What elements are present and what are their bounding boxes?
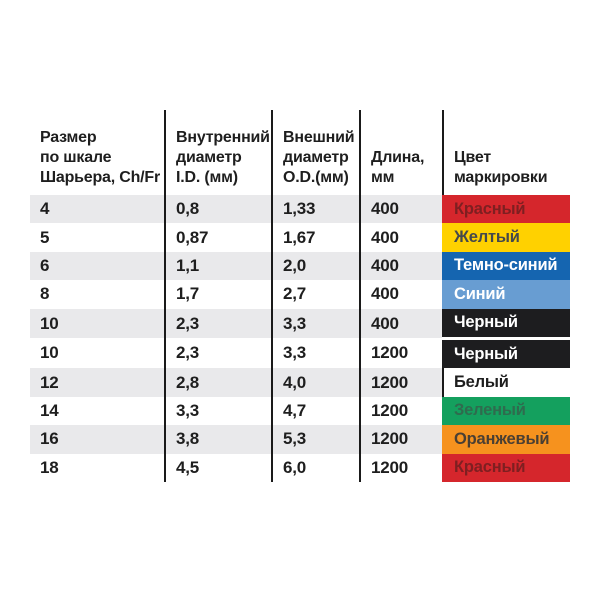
table-row: 5 0,87 1,67 400 Желтый	[30, 223, 570, 252]
color-swatch-cell: Желтый	[442, 223, 570, 252]
length-cell: 400	[359, 308, 443, 339]
color-swatch-cell: Белый	[442, 368, 570, 397]
outer-diameter-cell: 4,0	[271, 368, 360, 397]
column-header-inner-diameter: Внутренний диаметр I.D. (мм)	[164, 110, 272, 195]
size-cell: 12	[30, 368, 165, 397]
column-header-size: Размер по шкале Шарьера, Ch/Fr	[40, 129, 161, 186]
size-cell: 10	[40, 343, 59, 363]
inner-diameter-cell: 3,3	[164, 396, 272, 426]
table-row: 4 0,8 1,33 400 Красный	[30, 195, 570, 224]
table-row: 10 2,3 3,3 1200 Черный	[30, 336, 570, 369]
size-cell: 16	[30, 425, 165, 454]
header-row: Размер по шкале Шарьера, Ch/Fr Внутренний…	[30, 110, 570, 195]
inner-diameter-cell: 0,87	[164, 223, 272, 252]
column-header-length: Длина, мм	[359, 110, 443, 195]
length-cell: 1200	[359, 338, 443, 369]
size-table: Размер по шкале Шарьера, Ch/Fr Внутренний…	[30, 110, 570, 482]
inner-diameter-cell: 2,8	[164, 368, 272, 397]
size-cell: 18	[40, 457, 59, 477]
length-cell: 400	[359, 280, 443, 309]
outer-diameter-cell: 2,7	[271, 280, 360, 309]
column-header-outer-diameter: Внешний диаметр O.D.(мм)	[271, 110, 360, 195]
inner-diameter-cell: 4,5	[164, 453, 272, 482]
length-cell: 1200	[359, 425, 443, 454]
table-row: 8 1,7 2,7 400 Синий	[30, 280, 570, 309]
outer-diameter-cell: 1,33	[271, 195, 360, 224]
length-cell: 400	[359, 223, 443, 252]
size-cell: 10	[30, 308, 165, 339]
size-cell: 6	[30, 251, 165, 281]
table-row: 6 1,1 2,0 400 Темно-синий	[30, 251, 570, 281]
table-row: 10 2,3 3,3 400 Черный	[30, 308, 570, 339]
outer-diameter-cell: 5,3	[271, 425, 360, 454]
table-row: 16 3,8 5,3 1200 Оранжевый	[30, 425, 570, 454]
length-cell: 1200	[359, 453, 443, 482]
table-row: 14 3,3 4,7 1200 Зеленый	[30, 396, 570, 426]
outer-diameter-cell: 2,0	[271, 251, 360, 281]
size-cell: 14	[40, 400, 59, 420]
length-cell: 400	[359, 251, 443, 281]
color-swatch-cell: Зеленый	[442, 396, 570, 426]
inner-diameter-cell: 2,3	[164, 338, 272, 369]
length-cell: 1200	[359, 396, 443, 426]
color-swatch-cell: Черный	[442, 336, 570, 369]
length-cell: 400	[359, 195, 443, 224]
color-swatch-cell: Черный	[442, 308, 570, 339]
color-swatch-cell: Синий	[442, 280, 570, 309]
table-row: 18 4,5 6,0 1200 Красный	[30, 453, 570, 482]
inner-diameter-cell: 3,8	[164, 425, 272, 454]
inner-diameter-cell: 1,7	[164, 280, 272, 309]
color-swatch-cell: Красный	[442, 453, 570, 482]
outer-diameter-cell: 6,0	[271, 453, 360, 482]
inner-diameter-cell: 0,8	[164, 195, 272, 224]
size-cell: 5	[40, 227, 50, 247]
inner-diameter-cell: 1,1	[164, 251, 272, 281]
inner-diameter-cell: 2,3	[164, 308, 272, 339]
color-swatch-cell: Красный	[442, 195, 570, 224]
color-swatch-cell: Темно-синий	[442, 251, 570, 281]
outer-diameter-cell: 1,67	[271, 223, 360, 252]
size-cell: 8	[40, 284, 50, 304]
color-swatch-cell: Оранжевый	[442, 425, 570, 454]
column-header-color: Цвет маркировки	[442, 110, 570, 195]
table-row: 12 2,8 4,0 1200 Белый	[30, 368, 570, 397]
length-cell: 1200	[359, 368, 443, 397]
outer-diameter-cell: 3,3	[271, 338, 360, 369]
outer-diameter-cell: 3,3	[271, 308, 360, 339]
outer-diameter-cell: 4,7	[271, 396, 360, 426]
size-cell: 4	[30, 195, 165, 224]
